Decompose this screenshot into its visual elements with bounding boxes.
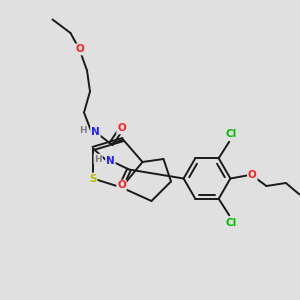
Text: Cl: Cl — [225, 129, 236, 139]
Text: S: S — [89, 173, 97, 184]
Text: Cl: Cl — [225, 218, 236, 228]
Text: O: O — [117, 180, 126, 190]
Text: N: N — [106, 155, 115, 166]
Text: H: H — [94, 154, 102, 164]
Text: H: H — [79, 126, 87, 135]
Text: O: O — [248, 170, 257, 181]
Text: O: O — [75, 44, 84, 55]
Text: N: N — [91, 127, 100, 137]
Text: O: O — [117, 123, 126, 134]
